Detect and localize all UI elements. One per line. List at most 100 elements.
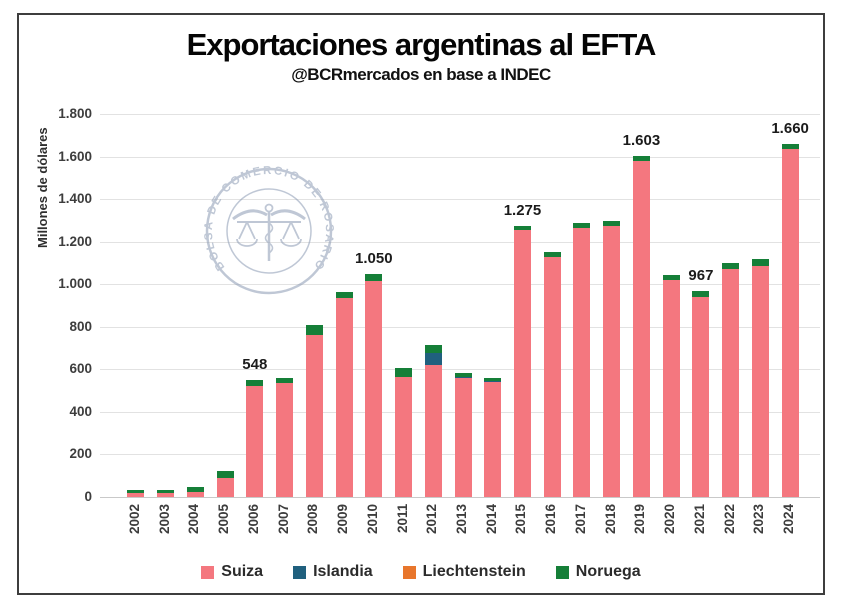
legend-label: Islandia	[313, 563, 373, 580]
bar-segment-suiza-2007	[276, 383, 294, 497]
x-tick-label: 2016	[543, 504, 559, 535]
bar-segment-suiza-2010	[365, 281, 383, 497]
legend-item-suiza: Suiza	[201, 563, 263, 581]
bar-segment-noruega-2020	[662, 275, 680, 281]
x-tick-label: 2019	[632, 504, 648, 535]
bar-segment-suiza-2002	[127, 492, 145, 497]
bar-segment-noruega-2023	[751, 258, 769, 267]
caduceus-scales-emblem	[232, 203, 306, 261]
x-tick-label: 2004	[186, 504, 202, 535]
bar-segment-noruega-2008	[305, 325, 323, 335]
y-tick-label: 1.000	[58, 276, 92, 292]
x-tick-label: 2008	[305, 504, 321, 535]
bar-value-label: 1.660	[771, 119, 809, 137]
bolsa-comercio-rosario-seal-watermark: BOLSA DE COMERCIO DE ROSARIO	[203, 165, 333, 295]
y-tick-label: 800	[69, 318, 92, 334]
bar-segment-suiza-2009	[335, 298, 353, 497]
bar-segment-suiza-2018	[603, 226, 621, 497]
bar-segment-suiza-2015	[513, 230, 531, 497]
y-tick-label: 600	[69, 361, 92, 377]
chart-title: Exportaciones argentinas al EFTA	[186, 27, 657, 62]
legend: Suiza Islandia Liechtenstein Noruega	[19, 563, 823, 581]
x-tick-label: 2011	[394, 504, 410, 534]
chart-frame: Exportaciones argentinas al EFTA @BCRmer…	[17, 13, 825, 595]
bar-segment-noruega-2002	[127, 489, 145, 493]
bar-value-label: 1.603	[622, 131, 661, 149]
gridline	[100, 156, 820, 158]
bar-segment-noruega-2021	[692, 291, 710, 297]
y-tick-label: 0	[84, 489, 92, 504]
bar-segment-suiza-2017	[573, 228, 591, 497]
x-tick-label: 2003	[156, 504, 172, 535]
x-tick-label: 2020	[662, 504, 678, 535]
bar-segment-suiza-2012	[424, 365, 442, 497]
x-tick-label: 2006	[245, 504, 261, 535]
legend-label: Liechtenstein	[422, 563, 526, 580]
bar-segment-suiza-2006	[246, 385, 264, 497]
bar-segment-noruega-2014	[484, 378, 502, 382]
bar-segment-suiza-2020	[662, 280, 680, 497]
x-tick-label: 2012	[424, 504, 440, 535]
x-tick-label: 2017	[572, 504, 588, 535]
y-tick-label: 1.200	[58, 233, 92, 249]
bar-segment-noruega-2024	[781, 143, 799, 150]
chart-subtitle: @BCRmercados en base a INDEC	[291, 65, 551, 84]
x-tick-label: 2007	[275, 504, 291, 535]
legend-swatch-suiza	[201, 565, 215, 579]
x-tick-label: 2024	[781, 504, 797, 535]
bar-segment-suiza-2014	[484, 381, 502, 497]
bar-segment-suiza-2019	[632, 160, 650, 497]
gridline	[100, 114, 820, 115]
bar-segment-islandia-2012	[424, 353, 442, 366]
bar-segment-noruega-2015	[513, 225, 531, 231]
bar-segment-suiza-2022	[722, 269, 740, 497]
gridline	[100, 369, 820, 371]
legend-swatch-liechtenstein	[402, 565, 416, 579]
bar-segment-noruega-2007	[276, 377, 294, 384]
bar-segment-suiza-2003	[157, 492, 175, 497]
bar-segment-suiza-2005	[216, 477, 234, 497]
legend-label: Suiza	[221, 563, 264, 580]
bar-segment-noruega-2012	[424, 344, 442, 354]
bar-segment-noruega-2022	[722, 262, 740, 270]
bar-segment-noruega-2019	[632, 155, 650, 161]
legend-label: Noruega	[575, 563, 641, 580]
bar-segment-suiza-2011	[395, 376, 413, 497]
bar-segment-noruega-2016	[543, 251, 561, 257]
x-tick-label: 2023	[751, 504, 767, 535]
bar-segment-suiza-2013	[454, 377, 472, 497]
gridline	[100, 284, 820, 286]
gridline	[100, 199, 820, 201]
y-tick-label: 1.800	[58, 106, 92, 121]
x-tick-label: 2002	[126, 504, 142, 535]
legend-item-liechtenstein: Liechtenstein	[402, 563, 526, 581]
bar-segment-noruega-2017	[573, 222, 591, 229]
bar-segment-noruega-2003	[157, 489, 175, 493]
bar-value-label: 1.275	[503, 201, 542, 219]
bar-segment-noruega-2009	[335, 291, 353, 299]
x-tick-label: 2014	[483, 504, 499, 535]
x-tick-label: 2013	[454, 504, 469, 535]
bar-segment-suiza-2008	[305, 334, 323, 497]
gridline	[100, 326, 820, 328]
bar-segment-suiza-2024	[781, 149, 799, 497]
x-tick-label: 2018	[602, 504, 618, 535]
bar-segment-noruega-2011	[395, 368, 413, 377]
x-axis-line	[100, 497, 820, 498]
bar-segment-noruega-2018	[603, 221, 621, 227]
legend-swatch-islandia	[293, 565, 307, 579]
bar-segment-noruega-2010	[365, 273, 383, 282]
bar-segment-noruega-2005	[216, 471, 234, 478]
gridline	[100, 241, 820, 243]
x-tick-label: 2022	[721, 504, 737, 535]
bar-value-label: 1.050	[355, 249, 393, 267]
bar-segment-noruega-2004	[186, 487, 204, 492]
bar-segment-suiza-2023	[751, 266, 769, 497]
bar-segment-noruega-2013	[454, 372, 472, 377]
bar-segment-islandia-2013	[454, 376, 472, 378]
x-tick-label: 2021	[691, 504, 707, 535]
legend-item-noruega: Noruega	[555, 563, 641, 581]
x-tick-label: 2005	[216, 504, 232, 535]
y-tick-label: 400	[69, 403, 92, 419]
